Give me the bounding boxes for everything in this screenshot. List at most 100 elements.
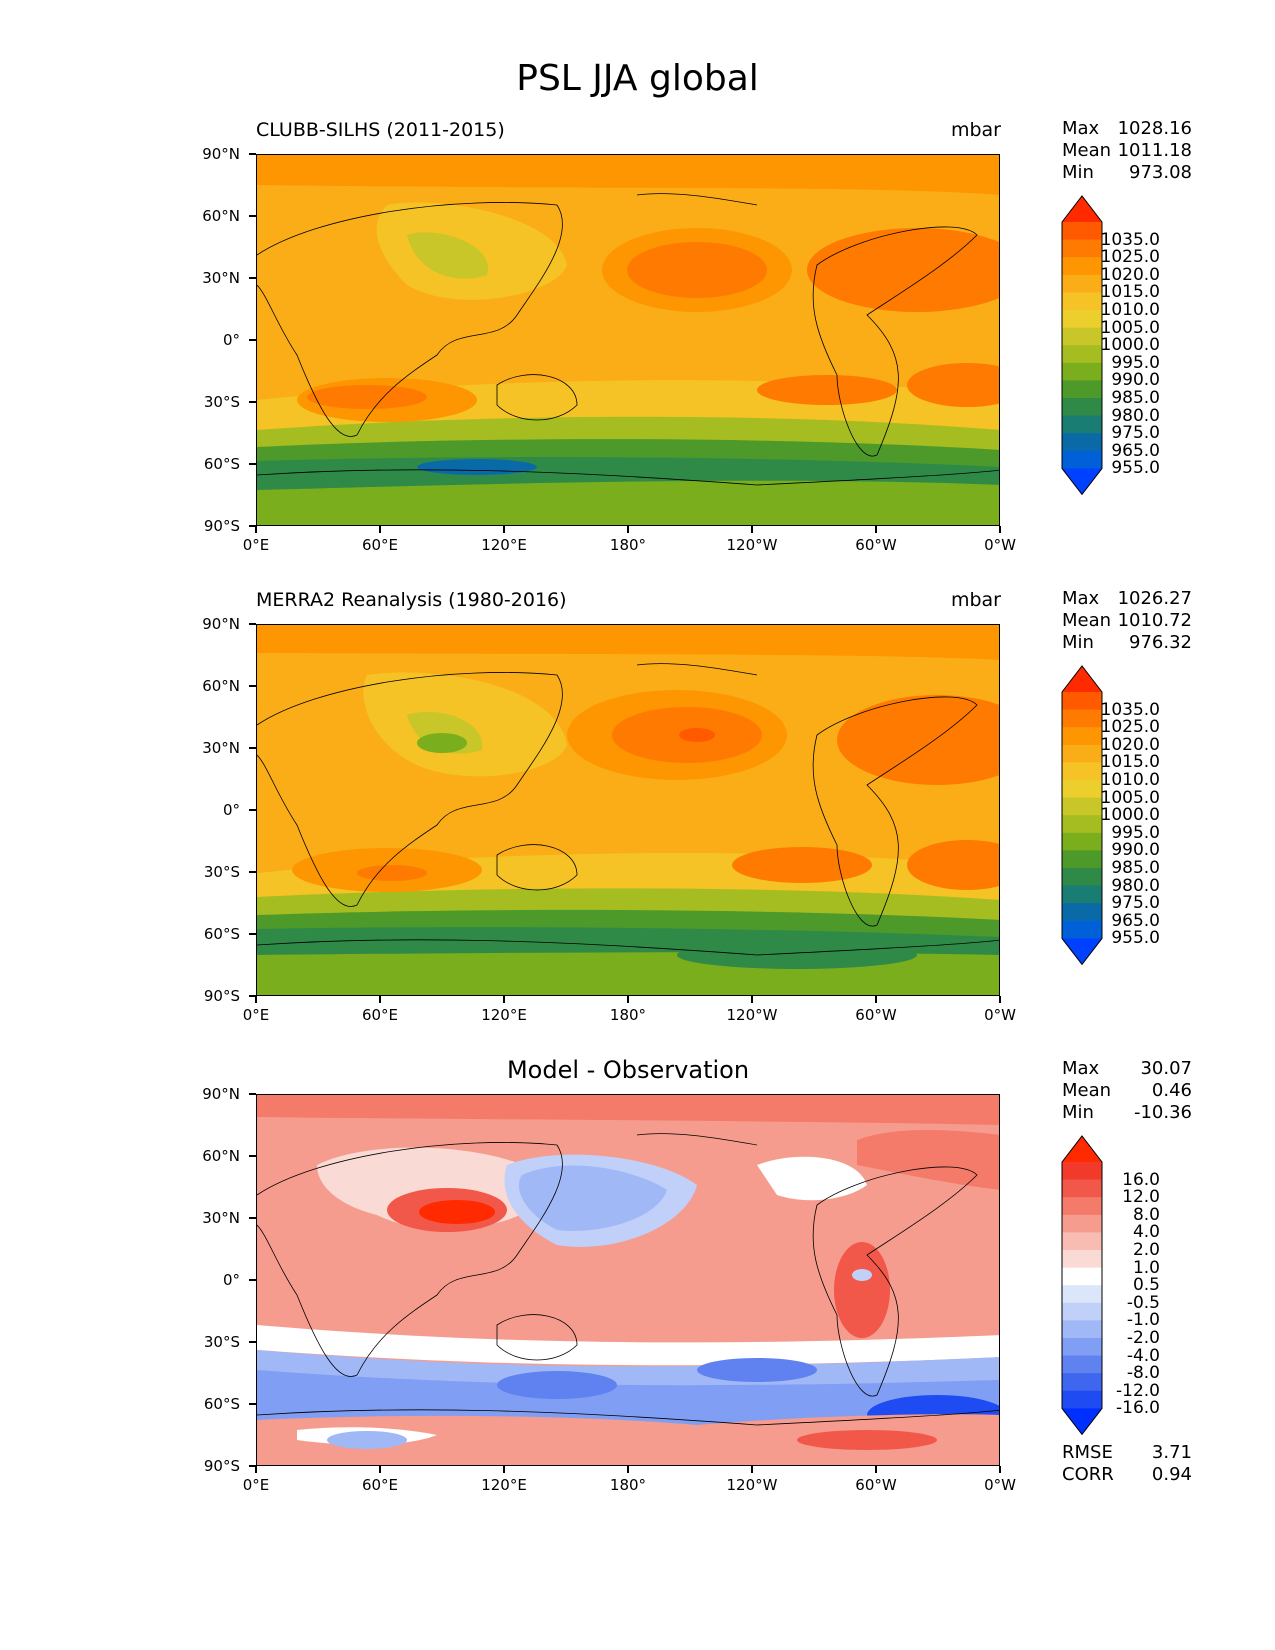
stat-row: Min 976.32 — [1062, 632, 1192, 654]
lat-tick-label: 90°S — [203, 1457, 240, 1475]
colorbar-segment — [1062, 274, 1102, 293]
lon-tick-mark — [999, 996, 1001, 1003]
colorbar-segment — [1062, 762, 1102, 781]
colorbar-segment — [1062, 1267, 1102, 1286]
lon-tick-label: 0°W — [984, 1006, 1016, 1024]
colorbar-segment — [1062, 1390, 1102, 1409]
colorbar-tick-label: 1015.0 — [1100, 282, 1160, 303]
stat-row: Max 1028.16 — [1062, 118, 1192, 140]
lat-tick-label: 90°S — [203, 517, 240, 535]
lat-tick-mark — [249, 1217, 256, 1219]
colorbar-outline — [1061, 665, 1103, 966]
lat-tick-mark — [249, 995, 256, 997]
colorbar-tick-label: -8.0 — [1126, 1363, 1160, 1384]
colorbar-tick-label: 1010.0 — [1100, 300, 1160, 320]
colorbar-tick-label: 2.0 — [1132, 1240, 1160, 1260]
colorbar-tick-label: 955.0 — [1111, 458, 1160, 479]
colorbar-tick-label: 990.0 — [1111, 840, 1160, 861]
stat-row: Mean 1010.72 — [1062, 610, 1192, 632]
stat-row: Max 1026.27 — [1062, 588, 1192, 610]
lat-tick-mark — [249, 401, 256, 403]
colorbar-tick-label: 965.0 — [1111, 440, 1160, 461]
error-stats-block: RMSE 3.71 CORR 0.94 — [1062, 1442, 1192, 1486]
stats-block: Max 1028.16 Mean 1011.18 Min 973.08 — [1062, 118, 1192, 184]
colorbar-segment — [1062, 327, 1102, 346]
lat-tick-mark — [249, 747, 256, 749]
stat-value: 0.46 — [1151, 1080, 1192, 1101]
stat-label: Min — [1062, 632, 1094, 653]
stat-value: 0.94 — [1151, 1464, 1192, 1485]
colorbar-segment — [1062, 727, 1102, 746]
colorbar-tick-label: 980.0 — [1111, 405, 1160, 426]
panel-title: Model - Observation — [506, 1056, 750, 1084]
stat-label: Min — [1062, 162, 1094, 183]
colorbar-tick-label: 995.0 — [1111, 352, 1160, 373]
colorbar-tick-label: 1005.0 — [1100, 317, 1160, 338]
colorbar-tick-label: 990.0 — [1111, 370, 1160, 391]
stat-value: -10.36 — [1133, 1102, 1192, 1123]
lon-tick-mark — [255, 996, 257, 1003]
lon-tick-mark — [751, 996, 753, 1003]
lat-tick-label: 60°N — [202, 207, 240, 225]
colorbar-segment — [1062, 1162, 1102, 1181]
lon-tick-label: 60°E — [361, 536, 399, 554]
stat-label: Max — [1062, 1058, 1100, 1079]
lat-tick-mark — [249, 1093, 256, 1095]
lat-tick-mark — [249, 215, 256, 217]
colorbar-tick-label: 12.0 — [1122, 1187, 1160, 1208]
lon-tick-mark — [627, 1466, 629, 1473]
stat-label: Mean — [1062, 1080, 1112, 1101]
map-frame — [256, 154, 1000, 526]
stat-row: Min 973.08 — [1062, 162, 1192, 184]
colorbar-tick-label: 1020.0 — [1100, 264, 1160, 285]
lon-tick-label: 60°W — [855, 1476, 897, 1494]
lon-tick-mark — [379, 996, 381, 1003]
colorbar-tick-label: 1000.0 — [1100, 805, 1160, 826]
colorbar-tick-label: 985.0 — [1111, 388, 1160, 408]
lon-tick-label: 60°W — [855, 536, 897, 554]
lon-tick-mark — [999, 526, 1001, 533]
stat-value: 3.71 — [1151, 1442, 1192, 1463]
lat-tick-label: 30°S — [203, 1333, 240, 1351]
lat-tick-mark — [249, 277, 256, 279]
lon-tick-label: 0°W — [984, 536, 1016, 554]
colorbar-max-extend — [1062, 1136, 1102, 1162]
lon-tick-label: 120°W — [726, 1476, 778, 1494]
stat-label: RMSE — [1062, 1442, 1113, 1463]
psl-difference-map — [257, 1095, 999, 1465]
colorbar-segment — [1062, 1232, 1102, 1251]
psl-field-map — [257, 625, 999, 995]
lon-tick-mark — [255, 526, 257, 533]
colorbar-tick-label: 4.0 — [1132, 1222, 1160, 1243]
colorbar-tick-label: 985.0 — [1111, 858, 1160, 878]
colorbar-tick-label: 1.0 — [1132, 1257, 1160, 1278]
lon-tick-label: 0°E — [242, 1476, 270, 1494]
lon-tick-mark — [751, 1466, 753, 1473]
lon-tick-label: 0°E — [242, 1006, 270, 1024]
colorbar-tick-label: 1020.0 — [1100, 734, 1160, 755]
colorbar-tick-label: 975.0 — [1111, 423, 1160, 444]
colorbar-segment — [1062, 239, 1102, 258]
colorbar-max-extend — [1062, 666, 1102, 692]
map-frame — [256, 624, 1000, 996]
lat-tick-label: 0° — [222, 1271, 240, 1289]
lat-tick-label: 60°S — [203, 1395, 240, 1413]
stat-row: CORR 0.94 — [1062, 1464, 1192, 1486]
stat-value: 973.08 — [1129, 162, 1192, 183]
lat-tick-mark — [249, 1279, 256, 1281]
colorbar-segment — [1062, 1355, 1102, 1374]
colorbar-segment — [1062, 780, 1102, 799]
colorbar-segment — [1062, 692, 1102, 711]
colorbar-min-extend — [1062, 1408, 1102, 1435]
colorbar-segment — [1062, 1214, 1102, 1233]
lat-tick-label: 90°N — [202, 1085, 240, 1103]
lon-tick-mark — [379, 1466, 381, 1473]
colorbar-tick-label: 1000.0 — [1100, 335, 1160, 356]
lon-tick-label: 120°E — [481, 1006, 527, 1024]
colorbar-tick-label: 8.0 — [1132, 1204, 1160, 1225]
lat-tick-mark — [249, 871, 256, 873]
colorbar-segment — [1062, 1302, 1102, 1321]
panel-model: CLUBB-SILHS (2011-2015) mbar — [0, 112, 1275, 582]
lon-tick-label: 180° — [609, 1476, 647, 1494]
colorbar-segment — [1062, 292, 1102, 311]
